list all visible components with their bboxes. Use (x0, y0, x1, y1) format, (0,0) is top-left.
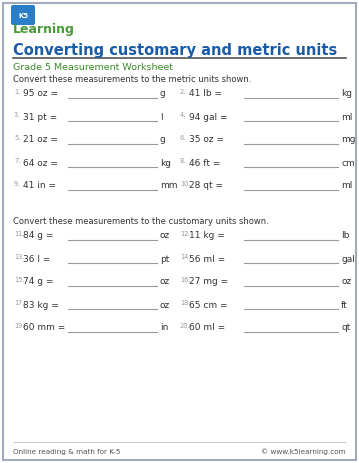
Text: gal: gal (341, 255, 355, 263)
Text: kg: kg (160, 158, 171, 168)
Text: 36 l =: 36 l = (23, 255, 50, 263)
Text: 46 ft =: 46 ft = (189, 158, 220, 168)
Text: oz: oz (160, 277, 170, 287)
Text: g: g (160, 89, 166, 99)
Text: mm: mm (160, 181, 177, 190)
Text: 94 gal =: 94 gal = (189, 113, 228, 121)
Text: 7.: 7. (14, 158, 20, 164)
Text: 41 lb =: 41 lb = (189, 89, 222, 99)
Text: oz: oz (341, 277, 351, 287)
Text: 5.: 5. (14, 135, 20, 141)
Text: oz: oz (160, 300, 170, 309)
Text: 56 ml =: 56 ml = (189, 255, 225, 263)
Text: in: in (160, 324, 168, 332)
Text: 16.: 16. (180, 277, 191, 283)
Text: qt: qt (341, 324, 350, 332)
Text: 10.: 10. (180, 181, 191, 187)
Text: ml: ml (341, 113, 353, 121)
Text: Converting customary and metric units: Converting customary and metric units (13, 43, 337, 57)
Text: 28 qt =: 28 qt = (189, 181, 223, 190)
Text: kg: kg (341, 89, 352, 99)
Text: 17.: 17. (14, 300, 24, 306)
Text: 9.: 9. (14, 181, 20, 187)
Text: 41 in =: 41 in = (23, 181, 56, 190)
Text: 2.: 2. (180, 89, 186, 95)
Text: 21 oz =: 21 oz = (23, 136, 58, 144)
Text: 6.: 6. (180, 135, 186, 141)
Text: Convert these measurements to the metric units shown.: Convert these measurements to the metric… (13, 75, 251, 85)
Text: 31 pt =: 31 pt = (23, 113, 57, 121)
Text: Grade 5 Measurement Worksheet: Grade 5 Measurement Worksheet (13, 63, 173, 73)
Text: ml: ml (341, 181, 353, 190)
Text: Learning: Learning (13, 24, 75, 37)
Text: 14.: 14. (180, 254, 191, 260)
Text: oz: oz (160, 232, 170, 240)
Text: 60 mm =: 60 mm = (23, 324, 65, 332)
Text: 15.: 15. (14, 277, 24, 283)
Text: 65 cm =: 65 cm = (189, 300, 228, 309)
Text: 11.: 11. (14, 231, 24, 237)
Text: Online reading & math for K-5: Online reading & math for K-5 (13, 449, 121, 455)
Text: l: l (160, 113, 163, 121)
Text: 8.: 8. (180, 158, 186, 164)
Text: pt: pt (160, 255, 169, 263)
Text: ft: ft (341, 300, 348, 309)
Text: 1.: 1. (14, 89, 20, 95)
Text: 11 kg =: 11 kg = (189, 232, 225, 240)
FancyBboxPatch shape (11, 5, 35, 25)
Text: 60 ml =: 60 ml = (189, 324, 225, 332)
Text: © www.k5learning.com: © www.k5learning.com (261, 449, 346, 455)
Text: Convert these measurements to the customary units shown.: Convert these measurements to the custom… (13, 218, 269, 226)
Text: 12.: 12. (180, 231, 191, 237)
Text: 35 oz =: 35 oz = (189, 136, 224, 144)
Text: 4.: 4. (180, 112, 186, 118)
Text: 83 kg =: 83 kg = (23, 300, 59, 309)
Text: 95 oz =: 95 oz = (23, 89, 58, 99)
FancyBboxPatch shape (3, 3, 356, 460)
Text: 74 g =: 74 g = (23, 277, 53, 287)
Text: 84 g =: 84 g = (23, 232, 53, 240)
Text: 3.: 3. (14, 112, 20, 118)
Text: mg: mg (341, 136, 355, 144)
Text: 18.: 18. (180, 300, 191, 306)
Text: g: g (160, 136, 166, 144)
Text: 19.: 19. (14, 323, 24, 329)
Text: K5: K5 (18, 13, 28, 19)
Text: 27 mg =: 27 mg = (189, 277, 228, 287)
Text: 20.: 20. (180, 323, 191, 329)
Text: lb: lb (341, 232, 349, 240)
Text: cm: cm (341, 158, 355, 168)
Text: 64 oz =: 64 oz = (23, 158, 58, 168)
Text: 13.: 13. (14, 254, 24, 260)
